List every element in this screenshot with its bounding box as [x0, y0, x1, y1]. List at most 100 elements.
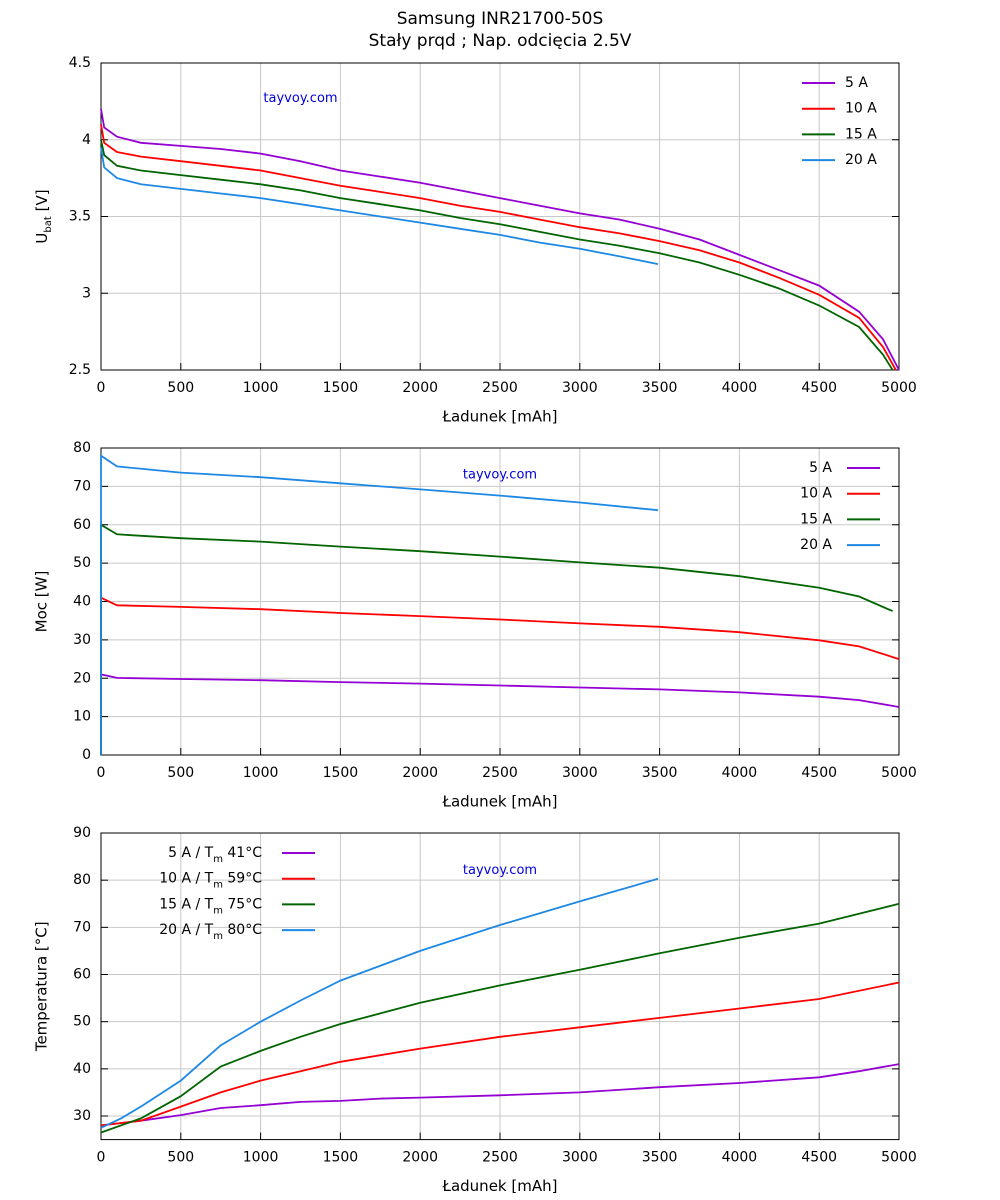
x-axis-label: Ładunek [mAh] [442, 1177, 558, 1195]
data-line [100, 124, 897, 371]
legend-label: 20 A [800, 537, 832, 553]
data-line [100, 139, 894, 371]
x-tick-label: 4500 [801, 1150, 837, 1166]
x-tick-label: 0 [97, 380, 106, 396]
x-tick-label: 3000 [562, 765, 598, 781]
data-line [100, 902, 900, 1134]
plot-frame [100, 62, 900, 371]
x-axis-label: Ładunek [mAh] [442, 408, 558, 426]
x-tick-label: 1500 [323, 765, 359, 781]
watermark: tayvoy.com [463, 863, 537, 878]
y-tick-label: 0 [82, 747, 91, 763]
x-tick-label: 2500 [482, 1150, 518, 1166]
text-part: 5 A / T [168, 845, 214, 861]
x-tick-label: 2000 [402, 1150, 438, 1166]
y-axis-label: Temperatura [°C] [33, 921, 51, 1052]
y-tick-label: 30 [73, 1108, 91, 1124]
text-part: U [33, 233, 51, 244]
text-part: m [213, 854, 223, 865]
data-line [100, 147, 659, 265]
legend-label: 20 A [845, 152, 877, 168]
x-tick-label: 2500 [482, 380, 518, 396]
text-part: 41°C [223, 845, 262, 861]
subtitle: Stały prqd ; Nap. odcięcia 2.5V [369, 31, 632, 51]
y-tick-label: 70 [73, 478, 91, 494]
y-tick-label: 4 [82, 132, 91, 148]
text-part: m [213, 905, 223, 916]
data-line [100, 673, 900, 755]
text-part: m [213, 879, 223, 890]
y-tick-label: 80 [73, 440, 91, 456]
legend-label: 10 A [845, 101, 877, 117]
text-part: 75°C [223, 896, 262, 912]
x-tick-label: 1000 [243, 380, 279, 396]
legend-label: 15 A / Tm 75°C [159, 896, 262, 916]
text-part: 80°C [223, 922, 262, 938]
y-tick-label: 50 [73, 1014, 91, 1030]
x-tick-label: 4500 [801, 380, 837, 396]
title: Samsung INR21700-50S [397, 9, 604, 29]
data-line [100, 523, 893, 755]
x-tick-label: 1500 [323, 380, 359, 396]
x-tick-label: 1000 [243, 1150, 279, 1166]
y-tick-label: 40 [73, 594, 91, 610]
legend-label: 10 A [800, 486, 832, 502]
text-part: 20 A / T [159, 922, 213, 938]
y-tick-label: 80 [73, 872, 91, 888]
x-tick-label: 4000 [722, 765, 758, 781]
y-tick-label: 2.5 [69, 362, 91, 378]
y-tick-label: 40 [73, 1061, 91, 1077]
x-tick-label: 3000 [562, 1150, 598, 1166]
y-tick-label: 3 [82, 285, 91, 301]
plot-frame [100, 832, 900, 1141]
watermark: tayvoy.com [463, 467, 537, 482]
y-axis-label: Ubat [V] [33, 189, 54, 243]
data-line [100, 454, 659, 755]
x-tick-label: 3000 [562, 380, 598, 396]
x-tick-label: 500 [167, 380, 194, 396]
x-axis-label: Ładunek [mAh] [442, 793, 558, 811]
y-tick-label: 50 [73, 555, 91, 571]
x-tick-label: 1500 [323, 1150, 359, 1166]
x-tick-label: 5000 [881, 765, 917, 781]
x-tick-label: 2500 [482, 765, 518, 781]
y-tick-label: 60 [73, 517, 91, 533]
y-tick-label: 30 [73, 632, 91, 648]
y-tick-label: 70 [73, 919, 91, 935]
text-part: m [213, 931, 223, 942]
y-tick-label: 3.5 [69, 209, 91, 225]
legend-label: 20 A / Tm 80°C [159, 922, 262, 942]
text-part: 15 A / T [159, 896, 213, 912]
x-tick-label: 1000 [243, 765, 279, 781]
text-part: bat [43, 216, 54, 232]
x-tick-label: 5000 [881, 1150, 917, 1166]
x-tick-label: 4500 [801, 765, 837, 781]
data-line [100, 1063, 900, 1127]
data-line [100, 981, 900, 1127]
text-part: 59°C [223, 871, 262, 887]
legend-label: 5 A [845, 75, 868, 91]
y-tick-label: 60 [73, 967, 91, 983]
x-tick-label: 3500 [642, 380, 678, 396]
x-tick-label: 500 [167, 765, 194, 781]
x-tick-label: 500 [167, 1150, 194, 1166]
legend-label: 10 A / Tm 59°C [159, 871, 262, 891]
y-tick-label: 10 [73, 709, 91, 725]
legend-label: 15 A [845, 126, 877, 142]
text-part: 10 A / T [159, 871, 213, 887]
data-line [100, 877, 659, 1129]
x-tick-label: 2000 [402, 765, 438, 781]
legend-label: 15 A [800, 511, 832, 527]
x-tick-label: 4000 [722, 1150, 758, 1166]
y-tick-label: 90 [73, 825, 91, 841]
y-tick-label: 20 [73, 670, 91, 686]
y-axis-label: Moc [W] [33, 571, 51, 633]
data-line [100, 596, 900, 755]
x-tick-label: 3500 [642, 1150, 678, 1166]
x-tick-label: 0 [97, 1150, 106, 1166]
legend-label: 5 A [809, 460, 832, 476]
y-tick-label: 4.5 [69, 55, 91, 71]
legend-label: 5 A / Tm 41°C [168, 845, 262, 865]
x-tick-label: 4000 [722, 380, 758, 396]
